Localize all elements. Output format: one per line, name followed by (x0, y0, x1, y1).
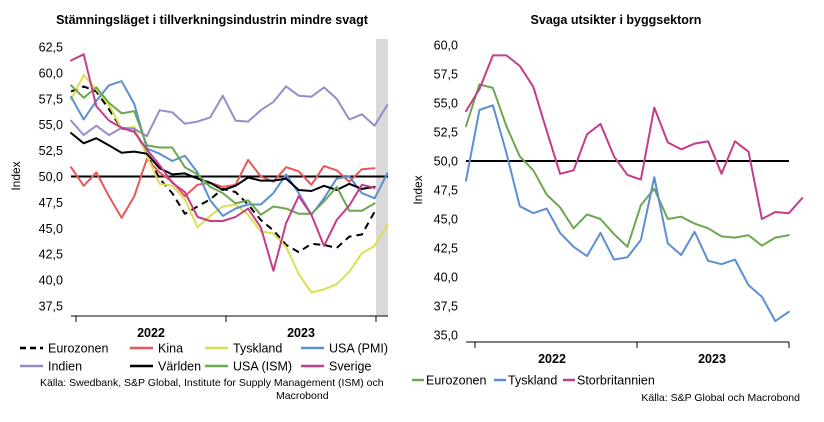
series-line-sverige (70, 53, 376, 272)
right-chart-title: Svaga utsikter i byggsektorn (531, 13, 702, 27)
right-y-axis-label: Index (411, 175, 425, 204)
legend-label: Kina (158, 342, 183, 356)
legend-label: Sverige (329, 360, 371, 374)
l-y-tick-label: 57,5 (39, 92, 63, 106)
l-y-tick-label: 62,5 (39, 41, 63, 55)
legend-label: Världen (158, 360, 201, 374)
r-y-tick-label: 42,5 (434, 242, 458, 256)
right-series (465, 54, 804, 323)
r-y-tick-label: 60,0 (434, 39, 458, 53)
left-series (70, 53, 389, 294)
left-source-line1: Källa: Swedbank, S&P Global, Institute f… (40, 377, 384, 389)
l-y-tick-label: 60,0 (39, 66, 63, 80)
left-year-label-2023: 2023 (287, 326, 315, 340)
left-y-axis-label: Index (9, 161, 23, 190)
right-x-ticks (474, 342, 790, 348)
series-line-usa-pmi- (70, 80, 389, 217)
r-y-tick-label: 35,0 (434, 329, 458, 343)
series-line-eurozonen (465, 83, 790, 248)
l-y-tick-label: 55,0 (39, 118, 63, 132)
left-year-label-2022: 2022 (137, 326, 165, 340)
r-y-tick-label: 57,5 (434, 68, 458, 82)
legend-label: USA (PMI) (329, 342, 388, 356)
series-line-usa-ism- (70, 84, 376, 216)
r-y-tick-label: 40,0 (434, 271, 458, 285)
left-chart-title: Stämningsläget i tillverkningsindustrin … (56, 13, 369, 27)
right-source: Källa: S&P Global och Macrobond (641, 392, 800, 404)
series-line-tyskland (465, 104, 790, 323)
right-legend: Eurozonen Tyskland Storbritannien (412, 374, 655, 388)
legend-label: Storbritannien (577, 374, 655, 388)
l-y-tick-label: 52,5 (39, 144, 63, 158)
l-y-tick-label: 45,0 (39, 222, 63, 236)
left-x-ticks (75, 316, 377, 322)
left-source-line2: Macrobond (276, 390, 329, 402)
series-line-kina (70, 157, 376, 219)
right-chart: Svaga utsikter i byggsektorn 60,0 57,5 55,… (411, 13, 804, 404)
r-y-tick-label: 55,0 (434, 97, 458, 111)
left-legend: Eurozonen Kina Tyskland USA (PMI) Indien Värl… (20, 342, 388, 374)
right-y-ticks: 60,0 57,5 55,0 52,5 50,0 47,5 45,0 42,5 40,0 37,5… (434, 39, 458, 343)
r-y-tick-label: 37,5 (434, 300, 458, 314)
series-line-eurozonen (70, 85, 376, 254)
series-line-storbritannien (465, 54, 804, 220)
legend-label: Eurozonen (48, 342, 109, 356)
legend-label: USA (ISM) (233, 360, 292, 374)
legend-label: Tyskland (233, 342, 282, 356)
left-chart: Stämningsläget i tillverkningsindustrin … (9, 13, 389, 402)
l-y-tick-label: 37,5 (39, 300, 63, 314)
l-y-tick-label: 42,5 (39, 248, 63, 262)
r-y-tick-label: 52,5 (434, 126, 458, 140)
l-y-tick-label: 40,0 (39, 274, 63, 288)
r-y-tick-label: 47,5 (434, 184, 458, 198)
series-line-v-rlden (70, 132, 376, 192)
right-year-label-2023: 2023 (698, 352, 726, 366)
l-y-tick-label: 50,0 (39, 170, 63, 184)
legend-label: Indien (48, 360, 82, 374)
r-y-tick-label: 50,0 (434, 155, 458, 169)
l-y-tick-label: 47,5 (39, 196, 63, 210)
r-y-tick-label: 45,0 (434, 213, 458, 227)
legend-label: Eurozonen (426, 374, 487, 388)
right-year-label-2022: 2022 (538, 352, 566, 366)
left-y-ticks: 62,5 60,0 57,5 55,0 52,5 50,0 47,5 45,0 42,5 40,0… (39, 41, 63, 314)
legend-label: Tyskland (508, 374, 557, 388)
